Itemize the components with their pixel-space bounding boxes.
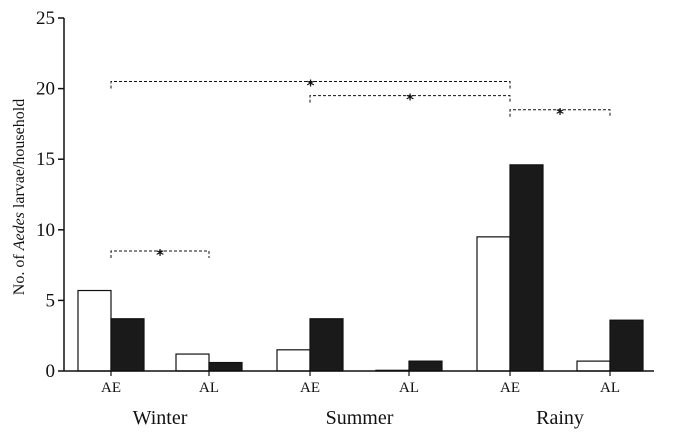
category-label-ae-4: AE [500, 380, 520, 396]
category-label-ae-2: AE [300, 380, 320, 396]
category-label-al-1: AL [199, 380, 219, 396]
significance-bracket-1 [110, 81, 511, 89]
bar-open-al-1 [175, 353, 210, 372]
y-tick-label-5: 5 [46, 290, 56, 311]
y-tick-label-25: 25 [36, 8, 55, 29]
bar-open-ae-4 [476, 236, 511, 372]
bar-open-ae-2 [276, 349, 311, 372]
bar-filled-ae-4 [509, 164, 544, 372]
bar-filled-ae-2 [309, 318, 344, 372]
season-label-rainy: Rainy [536, 407, 584, 429]
category-label-ae-0: AE [101, 380, 121, 396]
y-tick-label-0: 0 [46, 361, 56, 382]
bar-filled-al-1 [208, 361, 243, 372]
significance-star-0: * [156, 246, 164, 264]
y-axis-title-suffix: larvae/household [11, 99, 28, 212]
bar-open-al-5 [576, 360, 611, 372]
category-label-al-5: AL [600, 380, 620, 396]
bar-filled-al-3 [408, 360, 443, 372]
bar-open-ae-0 [77, 289, 112, 372]
season-label-winter: Winter [133, 407, 188, 429]
category-label-al-3: AL [399, 380, 419, 396]
bar-filled-al-5 [609, 319, 644, 372]
y-axis-title-italic: Aedes [11, 212, 28, 251]
bar-filled-ae-0 [110, 318, 145, 372]
season-label-summer: Summer [326, 407, 394, 429]
y-tick-label-15: 15 [36, 149, 55, 170]
significance-bracket-0 [110, 250, 210, 258]
y-axis-title-prefix: No. of [11, 250, 28, 295]
significance-star-1: * [307, 77, 315, 95]
significance-star-2: * [406, 91, 414, 109]
significance-star-3: * [556, 105, 564, 123]
significance-bracket-2 [309, 95, 511, 103]
y-tick-label-20: 20 [36, 79, 55, 100]
y-axis-title: No. of Aedes larvae/household [11, 99, 28, 295]
significance-bracket-3 [509, 109, 611, 117]
y-tick-label-10: 10 [36, 220, 55, 241]
